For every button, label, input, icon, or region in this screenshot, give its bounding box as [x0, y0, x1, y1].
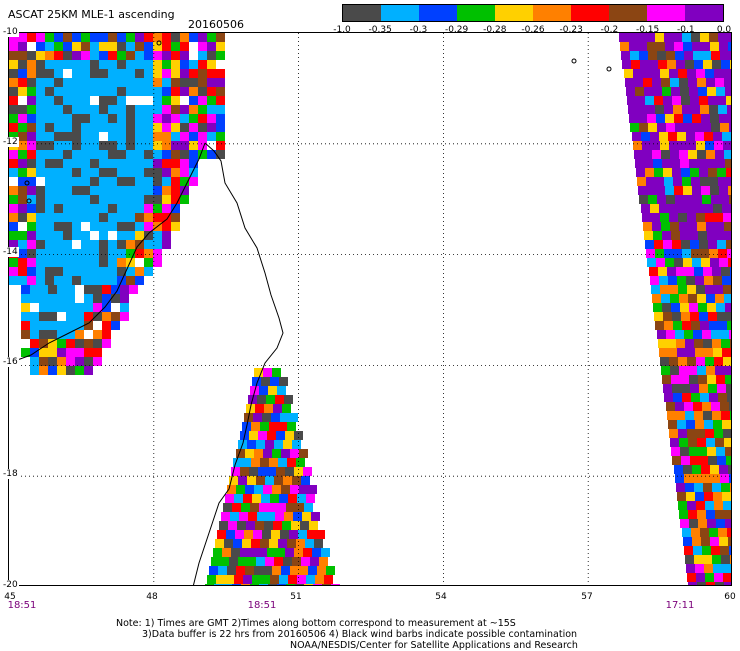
colorbar-label: -0.15 [635, 25, 660, 35]
colorbar-label: -0.28 [483, 25, 507, 35]
island [26, 198, 32, 204]
colorbar-label: -0.2 [600, 25, 619, 35]
colorbar-swatch [495, 5, 533, 21]
colorbar-label: -0.1 [677, 25, 695, 35]
colorbar [342, 4, 724, 22]
note-line-1: Note: 1) Times are GMT 2)Times along bot… [116, 618, 516, 629]
pass-time-3: 17:11 [665, 600, 695, 611]
island [606, 66, 612, 72]
colorbar-label: -0.26 [521, 25, 545, 35]
lon-label-60: 60 [724, 592, 736, 602]
lat-label--16: -16 [2, 357, 19, 367]
colorbar-swatch [609, 5, 647, 21]
pass-time-1: 18:51 [7, 600, 37, 611]
colorbar-swatch [419, 5, 457, 21]
colorbar-label: -1.0 [333, 25, 351, 35]
colorbar-swatch [647, 5, 685, 21]
lon-label-51: 51 [290, 592, 302, 602]
date-label: 20160506 [188, 18, 244, 31]
lat-label--12: -12 [2, 137, 19, 147]
colorbar-swatch [533, 5, 571, 21]
lat-label--18: -18 [2, 469, 19, 479]
wind-cells [9, 33, 731, 585]
colorbar-labels: -1.0 -0.35 -0.3 -0.29 -0.28 -0.26 -0.23 -0.2 -0.… [330, 25, 735, 37]
island [24, 180, 30, 186]
graticule [9, 33, 731, 585]
coastline [9, 142, 284, 585]
colorbar-label: 0.0 [716, 25, 732, 35]
map-area [8, 32, 732, 586]
colorbar-swatch [457, 5, 495, 21]
colorbar-swatch [381, 5, 419, 21]
colorbar-label: -0.3 [409, 25, 428, 35]
island [571, 58, 577, 64]
lon-label-48: 48 [146, 592, 158, 602]
lon-label-45: 45 [4, 592, 16, 602]
lat-label--10: -10 [2, 27, 19, 37]
map-canvas [9, 33, 731, 585]
colorbar-swatch [571, 5, 609, 21]
lon-label-54: 54 [435, 592, 447, 602]
lat-label--14: -14 [2, 247, 19, 257]
colorbar-label: -0.23 [559, 25, 583, 35]
note-line-3: NOAA/NESDIS/Center for Satellite Applica… [290, 640, 578, 651]
note-line-2: 3)Data buffer is 22 hrs from 20160506 4)… [142, 629, 578, 640]
colorbar-label: -0.35 [368, 25, 392, 35]
lon-label-57: 57 [581, 592, 593, 602]
lat-label--20: -20 [2, 580, 19, 590]
island [156, 40, 162, 46]
colorbar-swatch [343, 5, 381, 21]
colorbar-swatch [685, 5, 723, 21]
pass-time-2: 18:51 [247, 600, 277, 611]
title: ASCAT 25KM MLE-1 ascending [8, 8, 175, 21]
colorbar-label: -0.29 [444, 25, 469, 35]
